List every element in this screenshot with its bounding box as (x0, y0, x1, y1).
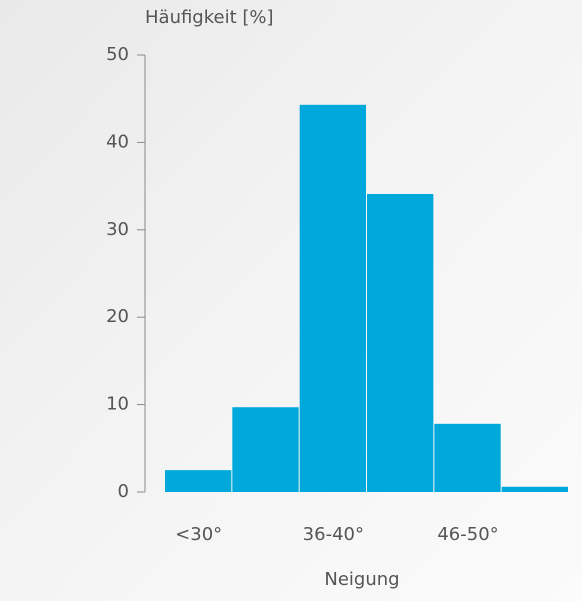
x-tick-label: 36-40° (303, 524, 364, 545)
y-axis-title: Häufigkeit [%] (145, 7, 274, 28)
bar (501, 486, 568, 492)
y-tick-label: 40 (106, 131, 129, 152)
x-tick-label: 46-50° (437, 524, 498, 545)
x-tick-label: <30° (175, 524, 222, 545)
bar (299, 104, 366, 493)
y-tick-label: 30 (106, 219, 129, 240)
y-tick-label: 20 (106, 306, 129, 327)
bar (367, 193, 434, 492)
bar (165, 470, 232, 492)
y-tick-label: 50 (106, 44, 129, 65)
bar (434, 423, 501, 492)
y-tick-label: 10 (106, 394, 129, 415)
x-axis-title: Neigung (324, 569, 399, 590)
bar (232, 407, 299, 492)
y-tick-label: 0 (118, 481, 129, 502)
